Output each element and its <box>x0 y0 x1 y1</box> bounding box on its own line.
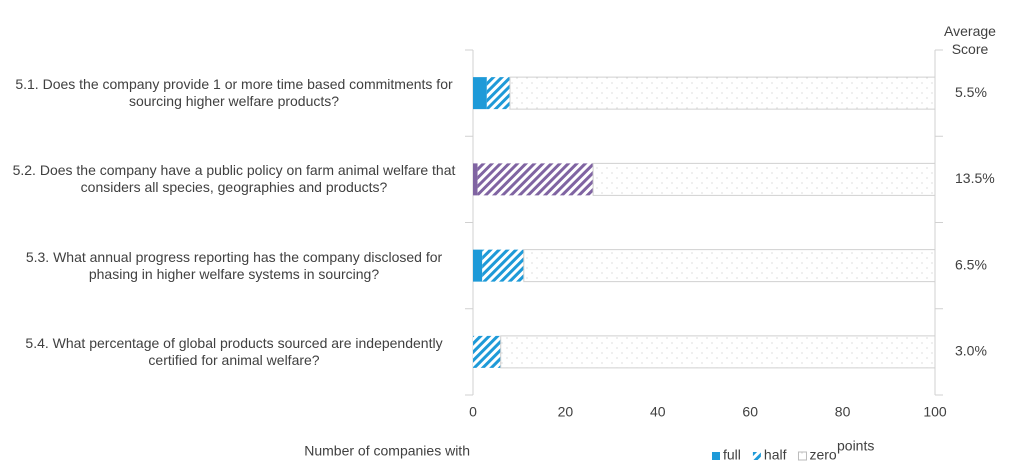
category-label: 5.4. What percentage of global products … <box>25 334 443 368</box>
average-score: 5.5% <box>955 84 987 100</box>
bar-segment <box>523 249 936 283</box>
bar-segment <box>473 163 478 196</box>
legend-label: half <box>764 447 787 462</box>
category-label: 5.3. What annual progress reporting has … <box>25 248 443 282</box>
x-axis-label: Number of companies with <box>304 443 470 459</box>
x-axis-label-end: points <box>837 438 874 454</box>
x-tick-label: 20 <box>558 404 574 420</box>
category-label: 5.1. Does the company provide 1 or more … <box>15 76 453 110</box>
bar-segment <box>477 163 594 196</box>
x-tick-label: 100 <box>923 404 947 420</box>
bar-segment <box>473 335 501 368</box>
x-tick-label: 0 <box>469 404 477 420</box>
bar-segment <box>500 335 936 369</box>
x-tick-label: 80 <box>835 404 851 420</box>
x-tick-label: 60 <box>742 404 758 420</box>
bar-segment <box>482 249 524 282</box>
bar-segment <box>509 76 936 110</box>
x-tick-label: 40 <box>650 404 666 420</box>
average-score-title: Average Score <box>944 23 996 57</box>
legend-swatch <box>797 451 807 461</box>
bar-segment <box>592 162 936 196</box>
category-label: 5.2. Does the company have a public poli… <box>12 162 456 196</box>
average-score: 6.5% <box>955 256 987 272</box>
legend-label: full <box>723 447 741 462</box>
average-score: 13.5% <box>955 170 995 186</box>
bar-segment <box>486 77 510 110</box>
legend-label: zero <box>809 447 836 462</box>
legend-swatch <box>752 452 761 460</box>
average-score: 3.0% <box>955 343 987 359</box>
legend-swatch <box>712 452 720 460</box>
bar-segment <box>473 249 483 282</box>
bar-segment <box>473 77 487 110</box>
